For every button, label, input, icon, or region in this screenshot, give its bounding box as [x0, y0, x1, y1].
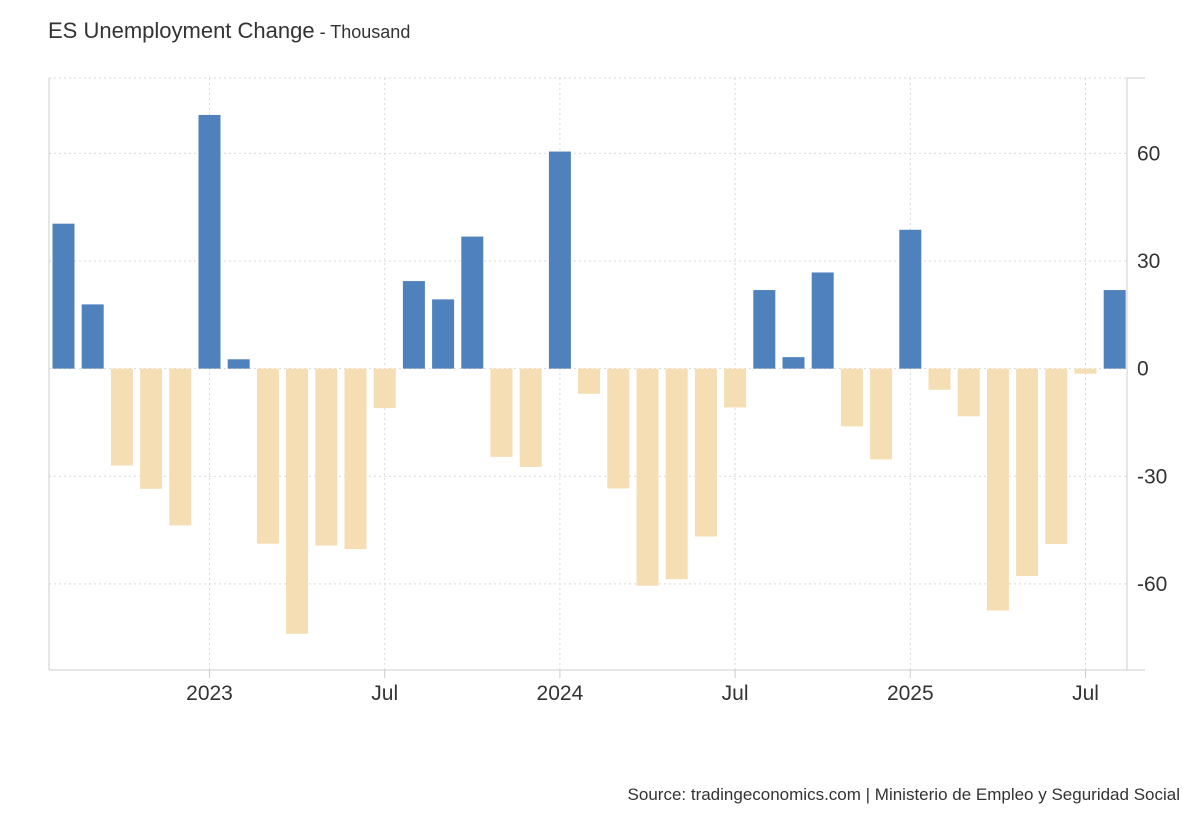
bar-negative	[286, 368, 309, 634]
y-tick-label: 30	[1137, 250, 1160, 273]
bar-positive	[227, 359, 250, 369]
source-note: Source: tradingeconomics.com | Ministeri…	[627, 785, 1180, 804]
chart-title-block: ES Unemployment Change - Thousand	[48, 18, 410, 44]
bar-positive	[1103, 290, 1126, 369]
x-tick-label: Jul	[1072, 682, 1099, 705]
bar-negative	[169, 368, 192, 526]
x-tick-label: Jul	[371, 682, 398, 705]
chart-unit: - Thousand	[314, 22, 411, 42]
bar-positive	[811, 272, 834, 369]
y-tick-label: 0	[1137, 358, 1149, 381]
bar-negative	[1074, 368, 1097, 374]
bar-negative	[315, 368, 338, 546]
y-tick-label: 60	[1137, 142, 1160, 165]
bar-positive	[548, 151, 571, 369]
bar-negative	[578, 368, 601, 394]
x-tick-label: Jul	[722, 682, 749, 705]
bar-positive	[402, 281, 425, 369]
bar-negative	[840, 368, 863, 427]
bar-negative	[373, 368, 396, 409]
bar-negative	[665, 368, 688, 580]
bar-negative	[928, 368, 951, 390]
bar-negative	[724, 368, 747, 408]
bar-negative	[1016, 368, 1039, 576]
bar-negative	[636, 368, 659, 586]
x-tick-label: 2025	[887, 682, 934, 705]
bar-negative	[694, 368, 717, 537]
bar-negative	[344, 368, 367, 550]
y-tick-label: -30	[1137, 465, 1167, 488]
bar-negative	[140, 368, 163, 489]
bar-positive	[899, 229, 922, 369]
x-tick-label: 2023	[186, 682, 233, 705]
bar-positive	[198, 114, 221, 369]
bar-positive	[432, 299, 455, 369]
bar-negative	[110, 368, 133, 466]
bar-positive	[753, 290, 776, 369]
bar-positive	[461, 236, 484, 369]
bar-negative	[870, 368, 893, 460]
bar-negative	[490, 368, 513, 457]
bar-negative	[607, 368, 630, 489]
bar-negative	[957, 368, 980, 417]
bar-positive	[81, 304, 104, 369]
y-tick-label: -60	[1137, 573, 1167, 596]
bar-negative	[1045, 368, 1068, 545]
bar-positive	[52, 223, 75, 369]
bar-negative	[519, 368, 542, 467]
bar-chart: 60 30 0 -30 -60 2023 Jul 2024 Jul 2025 Jul	[48, 77, 1167, 705]
x-tick-label: 2024	[537, 682, 584, 705]
chart-title: ES Unemployment Change	[48, 18, 315, 43]
bar-negative	[986, 368, 1009, 611]
bar-negative	[256, 368, 279, 544]
bar-positive	[782, 357, 805, 369]
